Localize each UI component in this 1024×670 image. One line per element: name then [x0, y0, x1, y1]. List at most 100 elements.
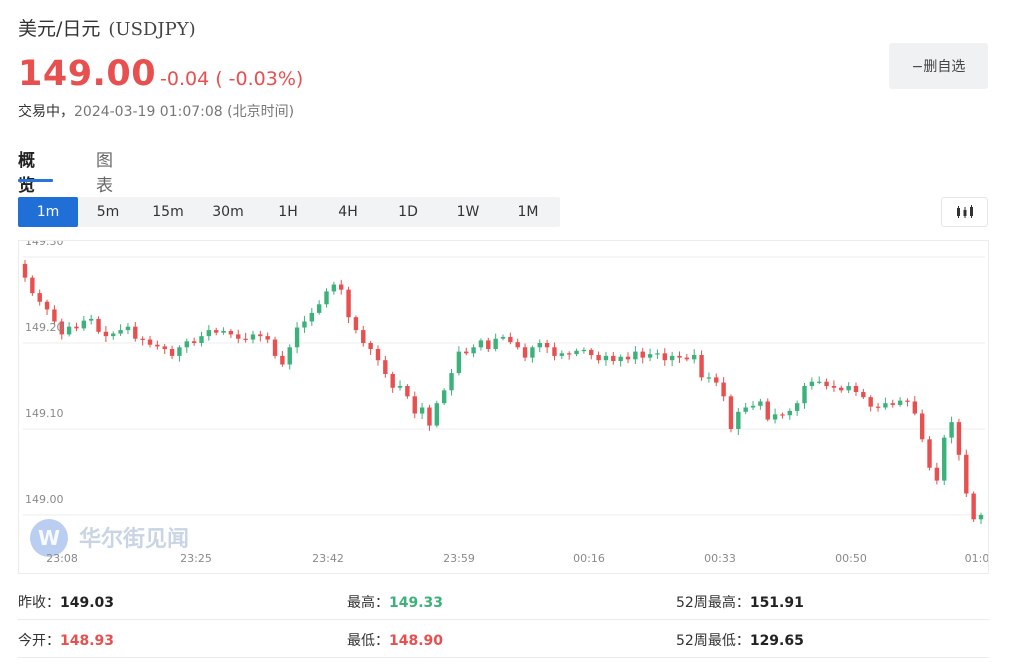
stat-value: 149.03: [60, 595, 115, 611]
period-1h[interactable]: 1H: [278, 204, 298, 220]
candle: [647, 348, 653, 362]
candle-body: [853, 386, 859, 393]
candle: [88, 314, 94, 325]
period-15m[interactable]: 15m: [152, 204, 184, 220]
candle: [390, 371, 395, 393]
candle: [383, 355, 388, 378]
candle: [162, 344, 167, 355]
stat-label: 今开：: [18, 633, 60, 649]
price-chart[interactable]: W 华尔街见闻 149.30 149.20 149.10 149.00 23:08 23…: [18, 240, 989, 574]
candle-body: [692, 355, 697, 360]
candle: [875, 402, 881, 412]
candle-body: [81, 320, 87, 329]
period-4h[interactable]: 4H: [338, 204, 358, 220]
candle-body: [206, 330, 212, 337]
candle: [971, 491, 976, 522]
candle-body: [405, 386, 410, 397]
candle: [978, 512, 984, 525]
period-1d[interactable]: 1D: [398, 204, 418, 220]
tab-chart[interactable]: 图表: [96, 151, 113, 196]
candle: [456, 346, 462, 376]
candle: [140, 336, 145, 346]
candle-body: [265, 336, 270, 340]
candle: [817, 376, 822, 385]
period-selector: 1m 5m 15m 30m 1H 4H 1D 1W 1M: [18, 197, 560, 227]
period-1m[interactable]: 1m: [18, 197, 78, 227]
tab-overview[interactable]: 概览: [18, 151, 35, 196]
candle-body: [765, 401, 770, 420]
candle-body: [640, 351, 645, 358]
candle-body: [184, 341, 189, 348]
candle-body: [905, 400, 910, 402]
candle: [964, 449, 969, 497]
candle: [316, 300, 322, 315]
candle: [412, 391, 417, 419]
candle: [831, 380, 837, 392]
candle: [280, 350, 285, 367]
candle: [405, 384, 410, 399]
candle: [589, 348, 594, 360]
candle-body: [537, 343, 542, 348]
candle: [839, 385, 844, 393]
candle-body: [346, 289, 351, 318]
candle-body: [464, 351, 469, 354]
candle: [780, 412, 785, 419]
candle-body: [669, 355, 675, 361]
candle-body: [750, 405, 756, 408]
x-tick-label: 23:08: [46, 552, 78, 565]
candle: [934, 462, 940, 485]
instrument-symbol: (USDJPY): [108, 19, 196, 40]
candlestick-toggle-button[interactable]: [941, 197, 988, 227]
candle-body: [802, 386, 807, 404]
candle: [824, 378, 829, 390]
candlestick-chart: W 华尔街见闻 149.30 149.20 149.10 149.00 23:08 23…: [22, 241, 988, 565]
candle-body: [427, 407, 432, 426]
candle: [912, 396, 918, 416]
candle: [809, 377, 815, 390]
candle-body: [419, 407, 425, 414]
current-price: 149.00: [18, 54, 157, 94]
candle-body: [471, 347, 476, 354]
period-1w[interactable]: 1W: [456, 204, 480, 220]
candle-body: [316, 304, 322, 313]
candle: [706, 372, 712, 383]
candle: [897, 397, 903, 407]
candle: [309, 307, 314, 326]
remove-watchlist-button[interactable]: −删自选: [889, 43, 988, 89]
candle-body: [721, 382, 726, 397]
candle-body: [162, 346, 167, 350]
period-30m[interactable]: 30m: [212, 204, 244, 220]
period-5m[interactable]: 5m: [96, 204, 120, 220]
candle: [721, 377, 726, 402]
stat-prev-close: 昨收：149.03: [18, 592, 114, 612]
x-tick-label: 23:59: [443, 552, 475, 565]
candle: [125, 323, 131, 335]
candle-body: [566, 353, 572, 355]
candle-body: [228, 330, 234, 335]
candle-body: [375, 349, 381, 361]
y-tick-label: 149.00: [25, 493, 64, 506]
candle: [883, 397, 888, 410]
candle-body: [611, 355, 616, 362]
candle-body: [625, 356, 631, 360]
candle-body: [824, 381, 829, 386]
candle-body: [706, 377, 712, 379]
period-1mo[interactable]: 1M: [517, 204, 539, 220]
candle: [736, 408, 741, 435]
stat-label: 昨收：: [18, 595, 60, 611]
candle: [861, 388, 866, 400]
candle-body: [861, 392, 866, 398]
candle-body: [88, 318, 94, 321]
candle: [530, 345, 535, 363]
candle-body: [633, 351, 638, 360]
candle-body: [449, 373, 454, 391]
candle-body: [111, 333, 116, 337]
candle: [581, 347, 587, 354]
candle-body: [919, 413, 925, 440]
candle: [272, 336, 278, 359]
candle: [258, 330, 263, 342]
candle: [574, 348, 579, 357]
candle-body: [339, 284, 344, 290]
candle-body: [574, 350, 579, 355]
candle: [927, 436, 932, 471]
